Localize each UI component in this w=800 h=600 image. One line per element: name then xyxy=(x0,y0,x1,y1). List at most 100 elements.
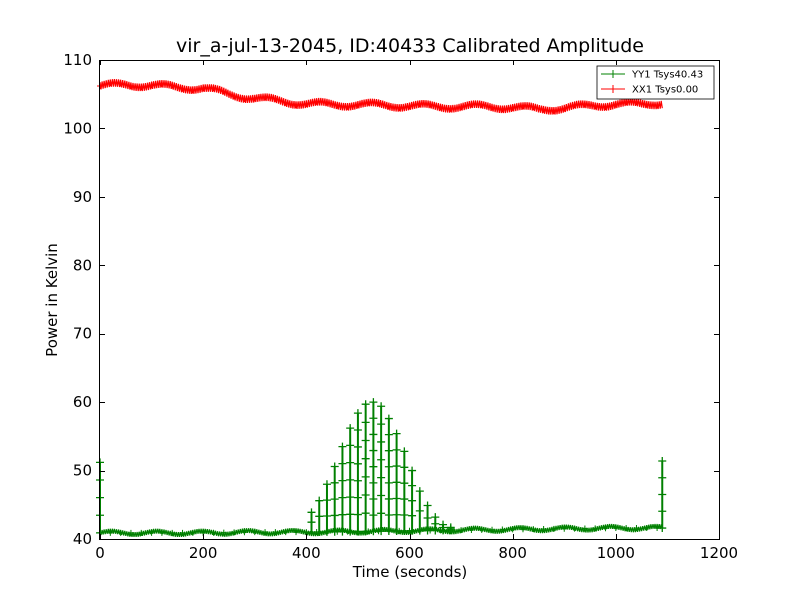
yy1-point xyxy=(658,473,667,482)
xx1-point xyxy=(354,101,361,108)
yy1-point xyxy=(377,437,386,446)
yy1-point xyxy=(643,525,650,532)
yy1-point xyxy=(658,507,667,516)
legend-entry: YY1 Tsys40.43 xyxy=(601,70,703,81)
yy1-point xyxy=(415,506,424,515)
axis-ticks: 0 200 400 600 800 1000 1200 40 50 60 70 80 90 100 110 xyxy=(63,51,738,562)
xx1-point xyxy=(385,103,392,110)
yy1-point xyxy=(540,526,547,533)
yy1-point xyxy=(369,462,378,471)
xx1-point xyxy=(478,101,485,108)
xx1-point xyxy=(241,96,248,103)
yy1-point xyxy=(581,525,588,532)
xx1-point xyxy=(416,101,423,108)
xx1-point xyxy=(427,101,434,108)
xx1-point xyxy=(519,103,526,110)
legend: YY1 Tsys40.43 XX1 Tsys0.00 xyxy=(596,65,715,100)
xx1-point xyxy=(303,101,310,108)
xx1-point xyxy=(262,94,269,101)
yy1-point xyxy=(384,478,393,487)
yy1-point xyxy=(623,525,630,532)
yy1-point xyxy=(571,525,578,532)
yy1-point xyxy=(338,493,347,502)
yy1-point xyxy=(220,529,227,536)
yy1-point xyxy=(338,510,347,519)
yy1-point xyxy=(369,398,378,407)
yy1-point xyxy=(322,480,331,489)
xx1-point xyxy=(231,93,238,100)
yy1-point xyxy=(369,511,378,520)
y-tick-label: 70 xyxy=(73,325,92,343)
yy1-point xyxy=(400,479,409,488)
yy1-point xyxy=(416,527,423,534)
yy1-point xyxy=(377,491,386,500)
legend-marker xyxy=(609,85,617,93)
xx1-point xyxy=(127,83,134,90)
yy1-point xyxy=(377,455,386,464)
yy1-point xyxy=(210,529,217,536)
yy1-point xyxy=(262,529,269,536)
yy1-point xyxy=(377,402,386,411)
xx1-point xyxy=(396,104,403,111)
xx1-point xyxy=(468,101,475,108)
legend-label: XX1 Tsys0.00 xyxy=(632,85,698,96)
yy1-point xyxy=(361,436,370,445)
xx1-line xyxy=(99,79,663,115)
yy1-point xyxy=(509,526,516,533)
yy1-point xyxy=(423,514,432,523)
yy1-point xyxy=(179,529,186,536)
legend-marker xyxy=(609,70,617,78)
yy1-point xyxy=(415,487,424,496)
yy1-point xyxy=(612,525,619,532)
yy1-point xyxy=(322,496,331,505)
y-tick-label: 60 xyxy=(73,393,92,411)
yy1-point xyxy=(385,528,392,535)
x-tick-label: 1200 xyxy=(700,544,738,562)
xx1-point xyxy=(509,104,516,111)
xx1-point xyxy=(334,102,341,109)
yy1-point xyxy=(375,528,382,535)
xx1-point xyxy=(107,80,114,87)
yy1-point xyxy=(431,519,440,528)
yy1-point xyxy=(334,528,341,535)
xx1-point xyxy=(633,99,640,106)
x-tick-label: 800 xyxy=(498,544,527,562)
xx1-point xyxy=(499,106,506,113)
yy1-point xyxy=(384,414,393,423)
xx1-point xyxy=(581,101,588,108)
yy1-point xyxy=(633,525,640,532)
yy1-point xyxy=(468,526,475,533)
yy1-point xyxy=(127,529,134,536)
y-tick-label: 90 xyxy=(73,188,92,206)
yy1-point xyxy=(330,478,339,487)
yy1-point xyxy=(346,493,355,502)
xx1-point xyxy=(272,95,279,102)
xx1-point xyxy=(489,104,496,111)
yy1-point xyxy=(346,475,355,484)
yy1-point xyxy=(323,528,330,535)
yy1-point xyxy=(369,446,378,455)
yy1-point xyxy=(361,400,370,409)
yy1-point xyxy=(408,481,417,490)
yy1-point xyxy=(458,527,465,534)
yy1-point xyxy=(107,529,114,536)
x-tick-label: 1000 xyxy=(597,544,635,562)
yy1-point xyxy=(400,510,409,519)
y-axis-label: Power in Kelvin xyxy=(43,243,61,357)
y-tick-label: 80 xyxy=(73,256,92,274)
yy1-point xyxy=(353,426,362,435)
yy1-point xyxy=(353,476,362,485)
y-tick-label: 100 xyxy=(63,119,92,137)
yy1-point xyxy=(293,529,300,536)
xx1-point xyxy=(344,103,351,110)
yy1-point xyxy=(369,478,378,487)
xx1-point xyxy=(282,99,289,106)
yy1-point xyxy=(400,447,409,456)
yy1-point xyxy=(353,409,362,418)
yy1-point xyxy=(437,527,444,534)
yy1-point xyxy=(346,510,355,519)
yy1-point xyxy=(400,495,409,504)
yy1-point xyxy=(330,462,339,471)
yy1-point xyxy=(338,459,347,468)
yy1-point xyxy=(602,525,609,532)
